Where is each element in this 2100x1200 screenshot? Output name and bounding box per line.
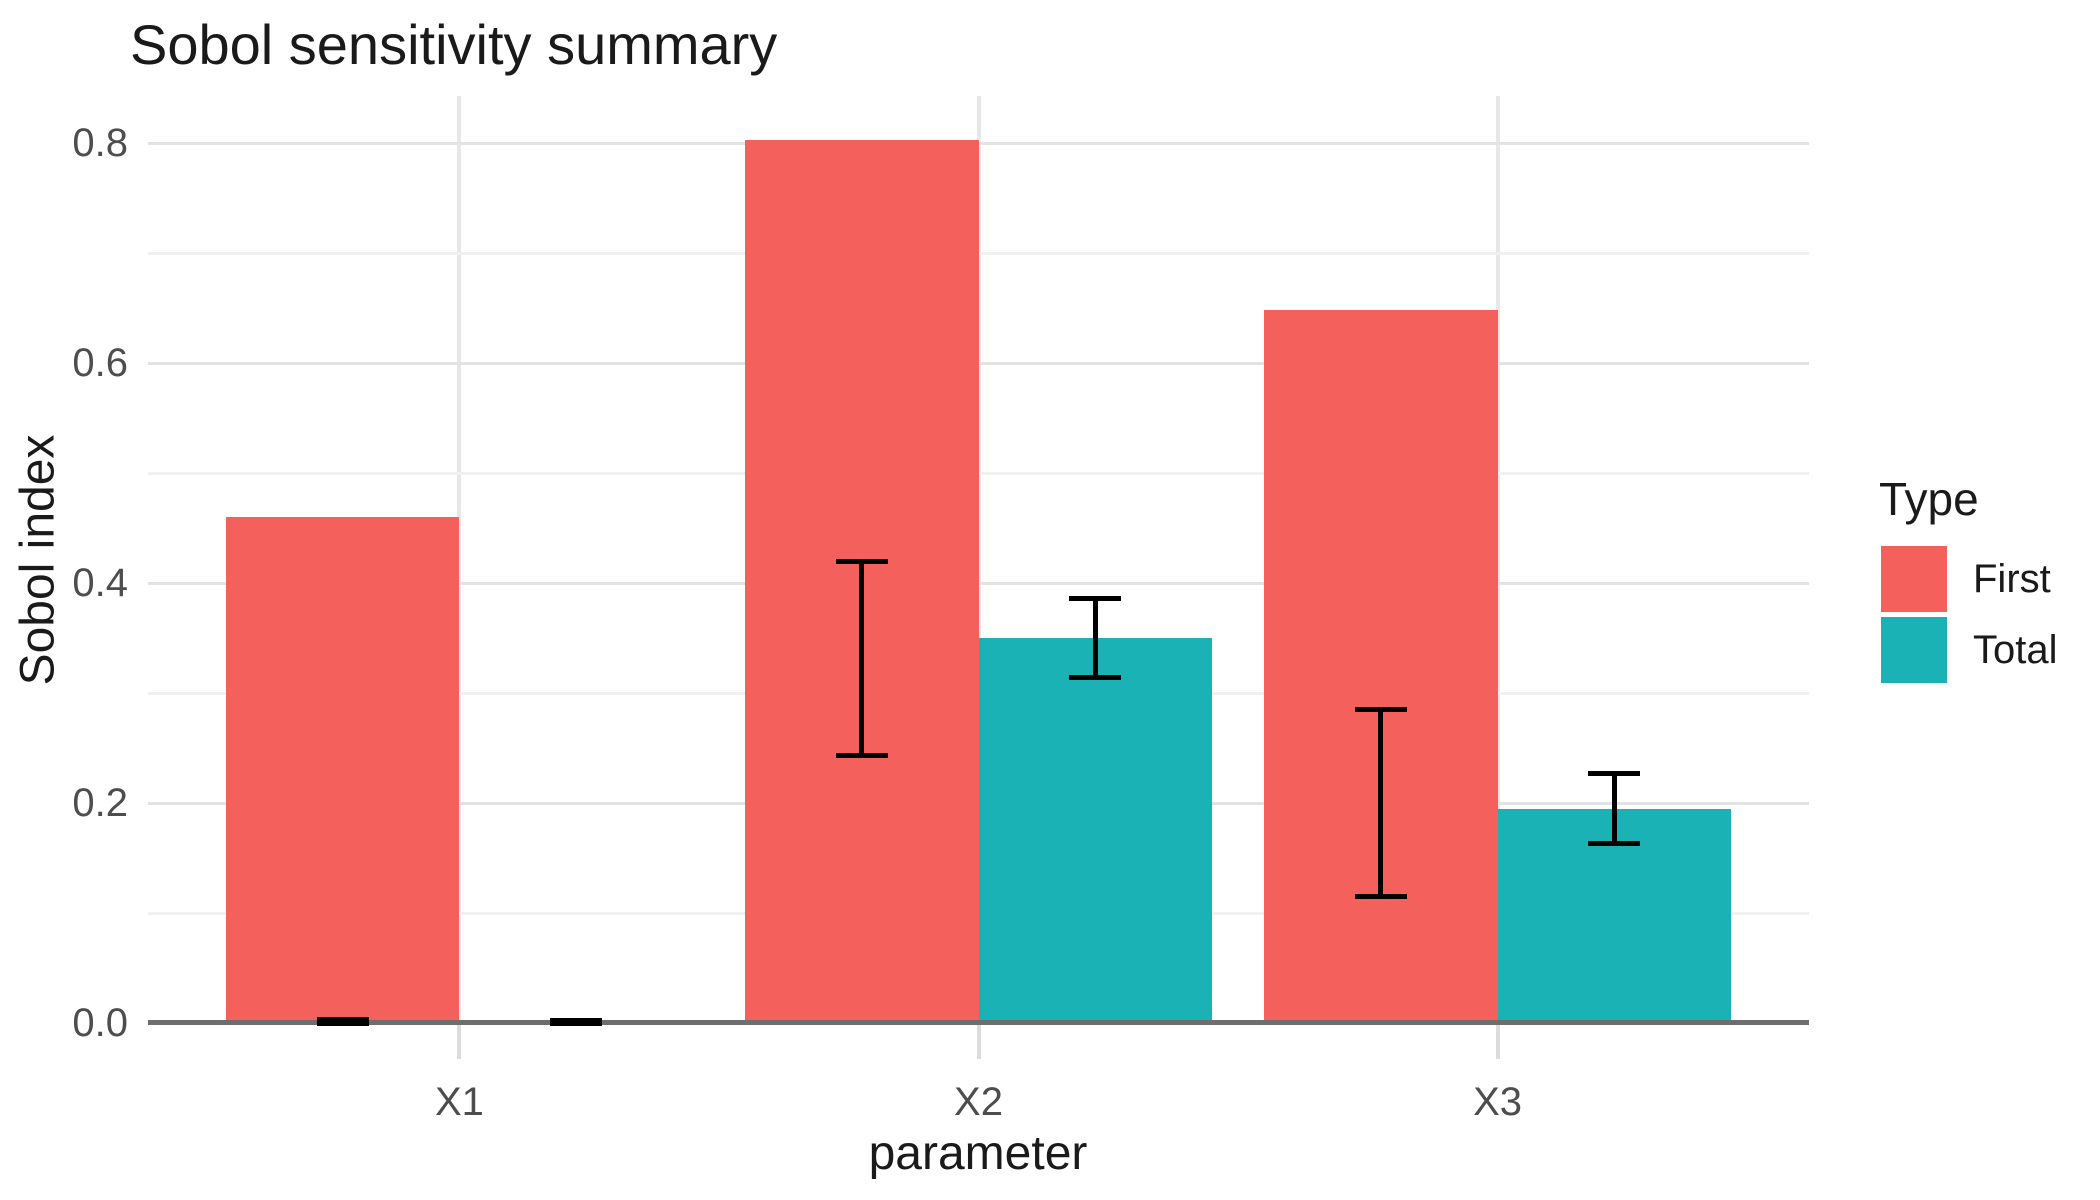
y-tick-label: 0.8: [72, 121, 128, 165]
v-gridline: [976, 96, 981, 1023]
bar-total-x2: [978, 638, 1213, 1023]
major-gridline: [148, 582, 1809, 585]
errorbar-first-x3-cap-bottom: [1354, 894, 1407, 899]
y-tick-label: 0.2: [72, 781, 128, 825]
errorbar-first-x2-cap-bottom: [835, 753, 888, 759]
major-gridline: [148, 362, 1809, 365]
x-axis-line: [148, 1020, 1809, 1025]
errorbar-total-x2-line: [1092, 598, 1098, 678]
y-tick-label: 0.0: [72, 1001, 128, 1045]
legend-swatch-first-icon: [1881, 546, 1947, 612]
errorbar-total-x3-cap-top: [1588, 770, 1641, 776]
legend-swatch-total-icon: [1881, 617, 1947, 683]
legend-item-total: Total: [1881, 617, 2058, 683]
v-gridline: [457, 96, 462, 1023]
errorbar-first-x3-cap-top: [1354, 707, 1407, 712]
major-gridline: [148, 142, 1809, 145]
x-tick: [976, 1023, 981, 1059]
errorbar-first-x1-cap-top: [316, 1017, 369, 1023]
errorbar-total-x2-cap-bottom: [1069, 675, 1122, 681]
v-gridline: [1495, 96, 1500, 1023]
minor-gridline: [148, 472, 1809, 475]
bar-first-x1: [225, 517, 460, 1023]
y-tick-label: 0.6: [72, 341, 128, 385]
errorbar-total-x1-cap-bottom: [550, 1020, 603, 1026]
minor-gridline: [148, 252, 1809, 255]
x-tick: [1495, 1023, 1500, 1059]
errorbar-first-x3-line: [1378, 709, 1384, 897]
errorbar-first-x2-line: [859, 561, 865, 756]
y-axis-title: Sobol index: [11, 434, 65, 686]
bar-first-x3: [1263, 310, 1498, 1023]
errorbar-total-x2-cap-top: [1069, 595, 1122, 601]
x-tick-label: X1: [434, 1080, 484, 1124]
legend-label-total: Total: [1973, 627, 2058, 672]
x-tick: [457, 1023, 462, 1059]
x-axis-title: parameter: [868, 1127, 1088, 1180]
x-tick-label: X3: [1473, 1080, 1523, 1124]
chart-title: Sobol sensitivity summary: [130, 13, 778, 76]
legend-item-first: First: [1881, 546, 2051, 612]
legend-title: Type: [1879, 473, 1979, 525]
errorbar-total-x3-cap-bottom: [1588, 841, 1641, 847]
legend-label-first: First: [1973, 556, 2051, 601]
errorbar-total-x3-line: [1611, 773, 1617, 844]
y-tick-label: 0.4: [72, 561, 128, 605]
errorbar-first-x1-cap-bottom: [316, 1020, 369, 1026]
errorbar-first-x2-cap-top: [835, 558, 888, 564]
x-tick-label: X2: [954, 1080, 1003, 1124]
